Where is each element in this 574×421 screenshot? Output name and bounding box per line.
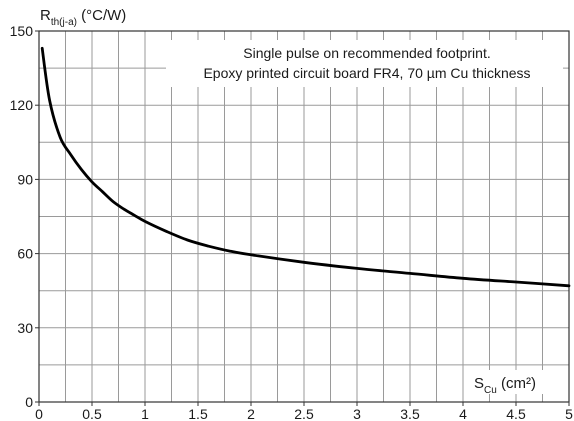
x-tick-label: 3 — [353, 406, 361, 421]
x-tick-label: 1 — [141, 406, 149, 421]
series-group — [40, 46, 571, 288]
annotation-line-1: Single pulse on recommended footprint. — [243, 45, 490, 61]
plot-frame — [35, 30, 570, 406]
x-tick-label: 5 — [565, 406, 573, 421]
x-tick-label: 1.5 — [188, 406, 208, 421]
y-tick-label: 30 — [17, 320, 33, 336]
x-axis-title: SCu (cm²) — [474, 375, 536, 396]
y-tick-label: 90 — [17, 171, 33, 187]
annotation-line-2: Epoxy printed circuit board FR4, 70 µm C… — [203, 65, 530, 81]
y-axis-title: Rth(j-a) (°C/W) — [40, 7, 126, 28]
y-tick-label: 150 — [10, 23, 34, 39]
x-axis-label-background — [471, 370, 567, 394]
x-tick-label: 2.5 — [294, 406, 314, 421]
x-axis-tick-labels: 0 0.5 1 1.5 2 2.5 3 3.5 4 4.5 5 — [35, 406, 573, 421]
y-tick-label: 60 — [17, 246, 33, 262]
y-tick-label: 0 — [25, 394, 33, 410]
series-line — [40, 46, 571, 288]
x-tick-label: 4.5 — [506, 406, 526, 421]
annotation-background — [166, 40, 563, 87]
x-tick-label: 2 — [247, 406, 255, 421]
x-tick-label: 0 — [35, 406, 43, 421]
x-tick-label: 4 — [459, 406, 467, 421]
x-tick-label: 3.5 — [400, 406, 420, 421]
y-tick-label: 120 — [10, 97, 34, 113]
x-tick-label: 0.5 — [82, 406, 102, 421]
y-axis-tick-labels: 0 30 60 90 120 150 — [10, 23, 34, 410]
